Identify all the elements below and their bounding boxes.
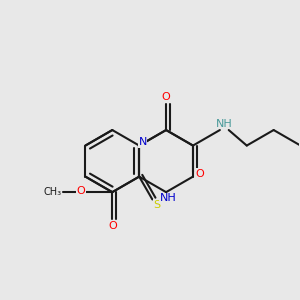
Text: O: O	[109, 220, 118, 231]
Text: NH: NH	[216, 119, 233, 129]
Text: NH: NH	[160, 194, 176, 203]
Text: O: O	[196, 169, 204, 179]
Text: O: O	[162, 92, 170, 102]
Text: O: O	[76, 186, 85, 196]
Text: CH₃: CH₃	[44, 187, 62, 197]
Text: S: S	[153, 200, 161, 210]
Text: N: N	[139, 137, 147, 147]
